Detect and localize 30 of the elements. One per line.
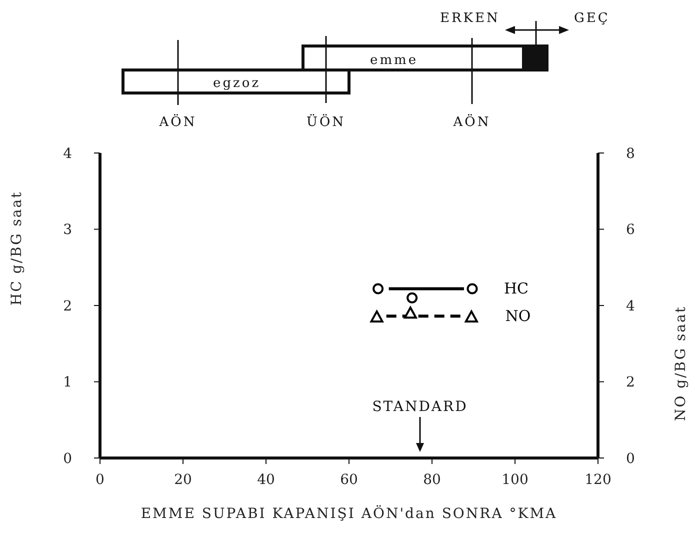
y2-tick-label: 6 [626,222,635,238]
y2-tick-label: 8 [626,146,635,162]
text: ÜÖN [306,114,346,130]
y2-tick-label: 0 [626,450,635,467]
y2-tick-label: 2 [626,374,635,391]
x-tick-label: 100 [502,472,528,488]
annotation: STANDARD [372,399,468,415]
text: emme [370,53,418,68]
text: ERKEN [440,11,500,26]
y-tick-label: 3 [63,222,72,238]
y-axis-title: HC g/BG saat [8,190,25,306]
text: GEÇ [574,11,610,26]
y-tick-label: 2 [63,298,72,314]
x-tick-label: 0 [96,472,104,488]
text: AÖN [452,114,491,130]
x-tick-label: 40 [257,472,275,488]
x-axis-title: EMME SUPABI KAPANIŞI AÖN'dan SONRA °KMA [140,505,558,522]
text: HC [504,280,529,298]
text: AÖN [158,114,197,130]
x-tick-label: 20 [174,472,192,488]
x-tick-label: 60 [340,472,358,488]
x-tick-label: 80 [423,472,441,488]
y-tick-label: 1 [63,374,72,391]
text: egzoz [213,76,261,91]
text: NO [505,307,531,326]
y2-tick-label: 4 [626,298,635,314]
x-tick-label: 120 [584,472,612,488]
y-tick-label: 0 [63,450,72,467]
y-tick-label: 4 [63,146,72,162]
y2-axis-title: NO g/BG saat [672,306,689,422]
